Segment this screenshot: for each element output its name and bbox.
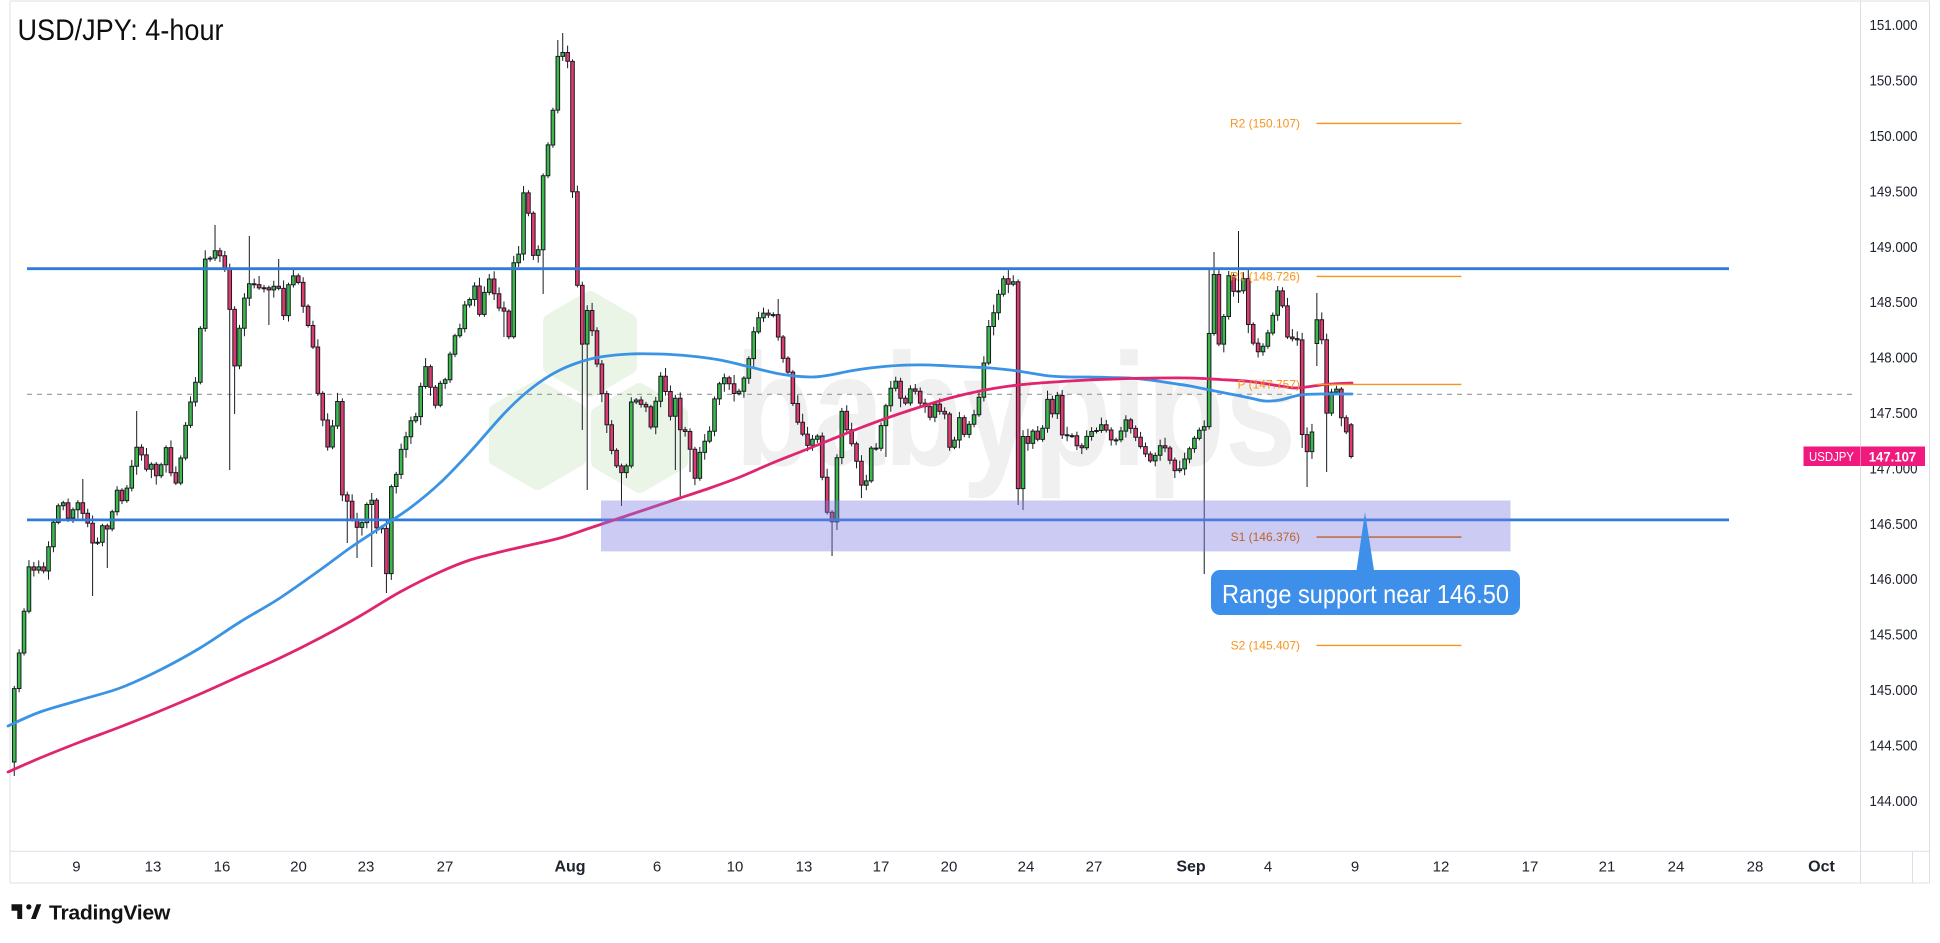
svg-text:Range support near 146.50: Range support near 146.50: [1222, 579, 1509, 609]
svg-text:P (147.757): P (147.757): [1238, 377, 1301, 391]
svg-text:12: 12: [1433, 859, 1450, 876]
svg-text:21: 21: [1599, 859, 1616, 876]
svg-text:USD/JPY: 4-hour: USD/JPY: 4-hour: [18, 14, 224, 47]
svg-text:23: 23: [358, 859, 375, 876]
svg-text:146.000: 146.000: [1870, 571, 1918, 588]
svg-text:20: 20: [941, 859, 958, 876]
svg-text:9: 9: [72, 859, 80, 876]
svg-text:150.500: 150.500: [1870, 73, 1918, 90]
svg-text:10: 10: [727, 859, 744, 876]
svg-text:20: 20: [290, 859, 307, 876]
svg-text:145.000: 145.000: [1870, 682, 1918, 699]
svg-text:28: 28: [1747, 859, 1764, 876]
svg-text:145.500: 145.500: [1870, 627, 1918, 644]
svg-text:149.500: 149.500: [1870, 183, 1918, 200]
svg-text:Oct: Oct: [1808, 859, 1835, 876]
svg-text:S2 (145.407): S2 (145.407): [1231, 638, 1300, 652]
svg-text:27: 27: [437, 859, 454, 876]
svg-text:R2 (150.107): R2 (150.107): [1230, 116, 1300, 130]
svg-text:9: 9: [1351, 859, 1359, 876]
svg-text:146.500: 146.500: [1870, 516, 1918, 533]
svg-text:Sep: Sep: [1176, 859, 1206, 876]
svg-text:27: 27: [1086, 859, 1103, 876]
svg-text:TradingView: TradingView: [49, 903, 171, 925]
svg-text:13: 13: [796, 859, 813, 876]
svg-text:148.000: 148.000: [1870, 350, 1918, 367]
svg-text:148.500: 148.500: [1870, 294, 1918, 311]
svg-text:24: 24: [1668, 859, 1685, 876]
svg-text:17: 17: [1522, 859, 1539, 876]
svg-text:151.000: 151.000: [1870, 17, 1918, 34]
svg-text:149.000: 149.000: [1870, 239, 1918, 256]
svg-text:16: 16: [214, 859, 231, 876]
svg-text:Aug: Aug: [554, 859, 585, 876]
svg-text:24: 24: [1018, 859, 1035, 876]
svg-text:R1 (148.726): R1 (148.726): [1230, 269, 1300, 283]
svg-text:144.500: 144.500: [1870, 737, 1918, 754]
svg-text:S1 (146.376): S1 (146.376): [1231, 530, 1300, 544]
svg-text:147.107: 147.107: [1869, 450, 1917, 465]
svg-text:USDJPY: USDJPY: [1809, 449, 1854, 464]
svg-text:144.000: 144.000: [1870, 793, 1918, 810]
svg-text:147.500: 147.500: [1870, 405, 1918, 422]
svg-text:4: 4: [1264, 859, 1272, 876]
svg-text:13: 13: [145, 859, 162, 876]
svg-text:babypips: babypips: [735, 320, 1296, 499]
svg-text:150.000: 150.000: [1870, 128, 1918, 145]
svg-text:17: 17: [873, 859, 890, 876]
svg-text:6: 6: [653, 859, 661, 876]
